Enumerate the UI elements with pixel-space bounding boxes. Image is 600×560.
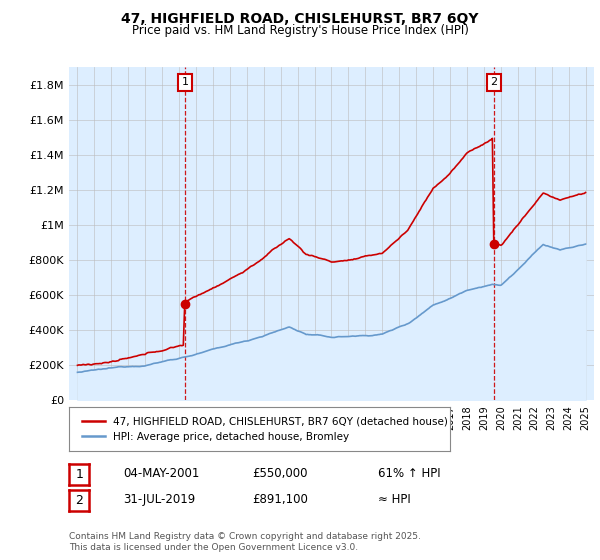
Text: 47, HIGHFIELD ROAD, CHISLEHURST, BR7 6QY: 47, HIGHFIELD ROAD, CHISLEHURST, BR7 6QY [121,12,479,26]
Legend: 47, HIGHFIELD ROAD, CHISLEHURST, BR7 6QY (detached house), HPI: Average price, d: 47, HIGHFIELD ROAD, CHISLEHURST, BR7 6QY… [78,412,452,446]
Text: 31-JUL-2019: 31-JUL-2019 [123,493,195,506]
Text: Price paid vs. HM Land Registry's House Price Index (HPI): Price paid vs. HM Land Registry's House … [131,24,469,37]
Text: 2: 2 [75,494,83,507]
Text: 04-MAY-2001: 04-MAY-2001 [123,466,199,480]
Text: 61% ↑ HPI: 61% ↑ HPI [378,466,440,480]
Text: 1: 1 [75,468,83,481]
Text: £891,100: £891,100 [252,493,308,506]
Text: 2: 2 [490,77,497,87]
Text: ≈ HPI: ≈ HPI [378,493,411,506]
Text: £550,000: £550,000 [252,466,308,480]
Text: 1: 1 [181,77,188,87]
Text: Contains HM Land Registry data © Crown copyright and database right 2025.
This d: Contains HM Land Registry data © Crown c… [69,532,421,552]
